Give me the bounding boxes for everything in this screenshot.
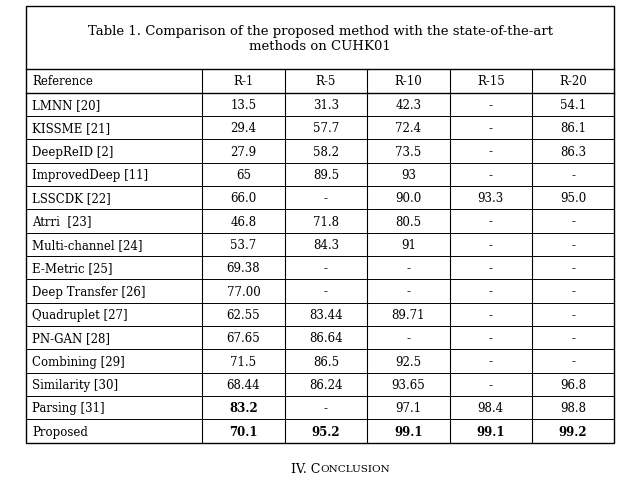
Text: R-1: R-1	[234, 76, 253, 88]
Text: R-20: R-20	[559, 76, 587, 88]
Text: 98.8: 98.8	[560, 401, 586, 414]
Text: -: -	[571, 355, 575, 368]
Text: R-15: R-15	[477, 76, 504, 88]
Text: 86.3: 86.3	[560, 145, 586, 158]
Text: LMNN [20]: LMNN [20]	[32, 99, 100, 112]
Text: R-5: R-5	[316, 76, 336, 88]
Text: 80.5: 80.5	[396, 215, 421, 228]
Text: 71.5: 71.5	[230, 355, 257, 368]
Text: 86.64: 86.64	[309, 332, 342, 345]
Text: 84.3: 84.3	[313, 239, 339, 251]
Text: 93.65: 93.65	[392, 378, 425, 391]
Text: 99.2: 99.2	[559, 425, 588, 438]
Text: Deep Transfer [26]: Deep Transfer [26]	[32, 285, 145, 298]
Text: 66.0: 66.0	[230, 192, 257, 205]
Text: -: -	[489, 378, 493, 391]
Text: -: -	[489, 215, 493, 228]
Text: 93: 93	[401, 168, 416, 182]
Text: -: -	[489, 332, 493, 345]
Text: IV. C: IV. C	[291, 462, 320, 475]
Text: LSSCDK [22]: LSSCDK [22]	[32, 192, 111, 205]
Text: 72.4: 72.4	[396, 122, 421, 135]
Text: 99.1: 99.1	[394, 425, 422, 438]
Text: 77.00: 77.00	[227, 285, 260, 298]
Text: PN-GAN [28]: PN-GAN [28]	[32, 332, 110, 345]
Text: 13.5: 13.5	[230, 99, 257, 112]
Text: 46.8: 46.8	[230, 215, 257, 228]
Text: 91: 91	[401, 239, 416, 251]
Text: -: -	[324, 192, 328, 205]
Text: -: -	[571, 262, 575, 274]
Text: Similarity [30]: Similarity [30]	[32, 378, 118, 391]
Text: 57.7: 57.7	[313, 122, 339, 135]
Text: KISSME [21]: KISSME [21]	[32, 122, 110, 135]
Text: 89.71: 89.71	[392, 308, 425, 321]
Text: -: -	[324, 285, 328, 298]
Text: DeepReID [2]: DeepReID [2]	[32, 145, 113, 158]
Text: Quadruplet [27]: Quadruplet [27]	[32, 308, 127, 321]
Text: 71.8: 71.8	[313, 215, 339, 228]
Text: -: -	[489, 122, 493, 135]
Text: 83.44: 83.44	[309, 308, 342, 321]
Text: Atrri  [23]: Atrri [23]	[32, 215, 92, 228]
Text: 73.5: 73.5	[395, 145, 422, 158]
Text: -: -	[489, 285, 493, 298]
Text: 90.0: 90.0	[395, 192, 422, 205]
Text: Proposed: Proposed	[32, 425, 88, 438]
Text: 27.9: 27.9	[230, 145, 257, 158]
Text: -: -	[489, 262, 493, 274]
Text: Parsing [31]: Parsing [31]	[32, 401, 104, 414]
Text: 86.24: 86.24	[309, 378, 342, 391]
Text: -: -	[406, 285, 410, 298]
Text: -: -	[489, 168, 493, 182]
Text: -: -	[406, 262, 410, 274]
Text: 54.1: 54.1	[560, 99, 586, 112]
Text: Combining [29]: Combining [29]	[32, 355, 125, 368]
Text: 67.65: 67.65	[227, 332, 260, 345]
Text: 97.1: 97.1	[396, 401, 421, 414]
Text: Reference: Reference	[32, 76, 93, 88]
Text: -: -	[571, 308, 575, 321]
Text: -: -	[324, 262, 328, 274]
Text: Table 1. Comparison of the proposed method with the state-of-the-art
methods on : Table 1. Comparison of the proposed meth…	[88, 25, 552, 53]
Text: 58.2: 58.2	[313, 145, 339, 158]
Text: -: -	[489, 99, 493, 112]
Text: 62.55: 62.55	[227, 308, 260, 321]
Text: 86.1: 86.1	[560, 122, 586, 135]
Text: -: -	[489, 308, 493, 321]
Text: 31.3: 31.3	[313, 99, 339, 112]
Text: 70.1: 70.1	[229, 425, 258, 438]
Text: 99.1: 99.1	[477, 425, 505, 438]
Text: -: -	[571, 239, 575, 251]
Text: -: -	[489, 239, 493, 251]
Text: -: -	[571, 215, 575, 228]
Text: 65: 65	[236, 168, 251, 182]
Text: 98.4: 98.4	[477, 401, 504, 414]
Text: E-Metric [25]: E-Metric [25]	[32, 262, 113, 274]
Text: -: -	[571, 168, 575, 182]
Text: -: -	[571, 332, 575, 345]
Text: 69.38: 69.38	[227, 262, 260, 274]
Text: -: -	[489, 355, 493, 368]
Text: 42.3: 42.3	[396, 99, 421, 112]
Text: 53.7: 53.7	[230, 239, 257, 251]
Text: 86.5: 86.5	[313, 355, 339, 368]
Text: 96.8: 96.8	[560, 378, 586, 391]
Text: 92.5: 92.5	[396, 355, 421, 368]
Text: 95.0: 95.0	[560, 192, 586, 205]
Text: -: -	[406, 332, 410, 345]
Text: 89.5: 89.5	[313, 168, 339, 182]
Text: 68.44: 68.44	[227, 378, 260, 391]
Text: -: -	[489, 145, 493, 158]
Text: -: -	[571, 285, 575, 298]
Text: 93.3: 93.3	[477, 192, 504, 205]
Text: 29.4: 29.4	[230, 122, 257, 135]
Text: R-10: R-10	[394, 76, 422, 88]
Text: ONCLUSION: ONCLUSION	[320, 464, 390, 473]
Text: Multi-channel [24]: Multi-channel [24]	[32, 239, 143, 251]
Text: 95.2: 95.2	[312, 425, 340, 438]
Text: 83.2: 83.2	[229, 401, 258, 414]
Text: ImprovedDeep [11]: ImprovedDeep [11]	[32, 168, 148, 182]
Text: -: -	[324, 401, 328, 414]
